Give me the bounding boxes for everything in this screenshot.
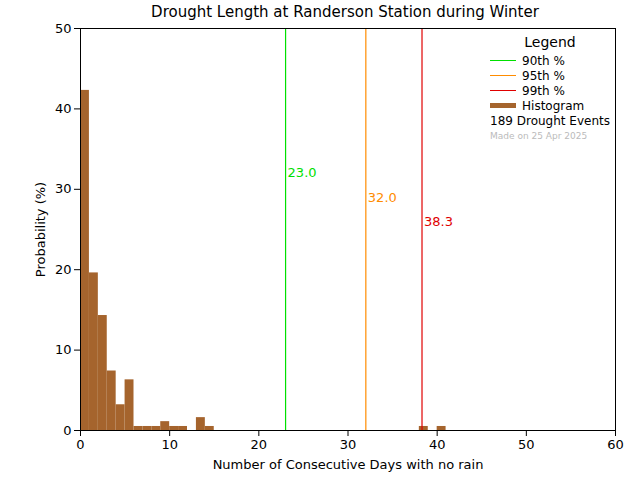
svg-text:38.3: 38.3 [424, 214, 453, 229]
svg-text:0: 0 [63, 423, 71, 438]
svg-text:50: 50 [55, 24, 72, 36]
svg-text:60: 60 [607, 437, 624, 452]
svg-text:0: 0 [76, 437, 84, 452]
svg-text:40: 40 [429, 437, 446, 452]
svg-text:20: 20 [55, 262, 72, 277]
svg-text:Probability (%): Probability (%) [33, 182, 48, 277]
html-text:189 Drought Events: 189 Drought Events [490, 113, 610, 128]
svg-text:30: 30 [340, 437, 357, 452]
html-text:99th %: 99th % [522, 83, 565, 98]
svg-text:20: 20 [251, 437, 268, 452]
html-text:Made on 25 Apr 2025: Made on 25 Apr 2025 [490, 130, 588, 141]
svg-text:50: 50 [518, 437, 535, 452]
html-text:Legend: Legend [524, 34, 576, 50]
svg-text:10: 10 [161, 437, 178, 452]
svg-text:10: 10 [55, 342, 72, 357]
html-text:95th %: 95th % [522, 68, 565, 83]
html-text:Histogram: Histogram [522, 98, 585, 113]
svg-text:40: 40 [55, 101, 72, 116]
svg-text:32.0: 32.0 [368, 190, 397, 205]
html-text:Drought Length at Randerson St: Drought Length at Randerson Station duri… [151, 3, 539, 21]
svg-text:30: 30 [55, 181, 72, 196]
html-text:90th %: 90th % [522, 53, 565, 68]
svg-text:23.0: 23.0 [288, 165, 317, 180]
svg-text:Number of Consecutive Days wit: Number of Consecutive Days with no rain [213, 457, 484, 472]
